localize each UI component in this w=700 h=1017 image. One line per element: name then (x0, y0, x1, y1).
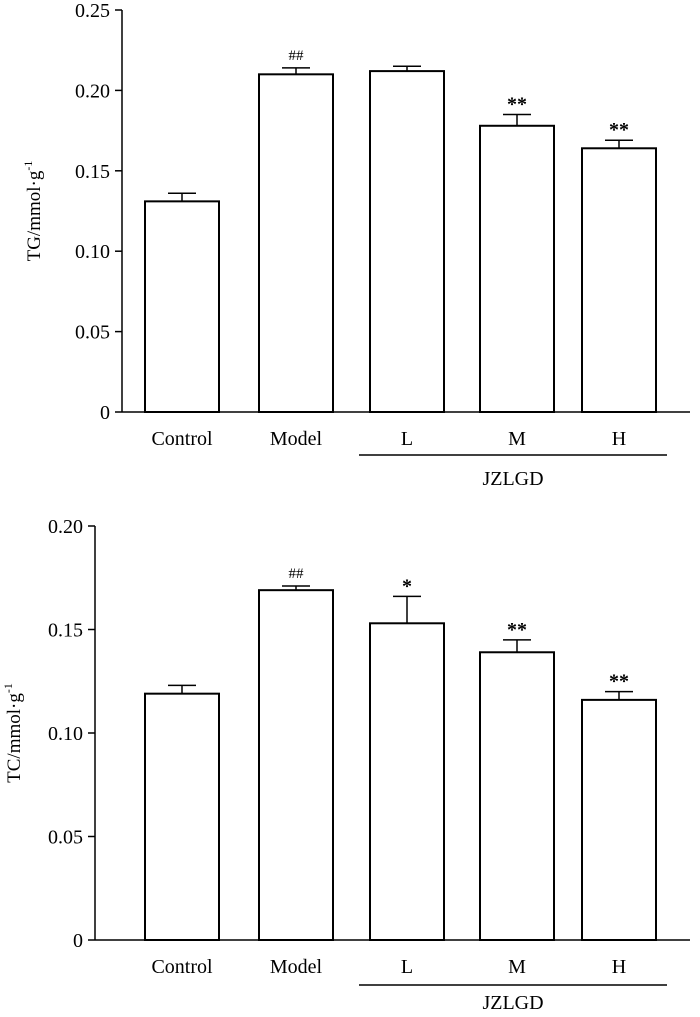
tg-bar-l (369, 70, 445, 413)
tg-y-tick-label: 0.10 (75, 241, 110, 263)
tc-bar-control (144, 692, 220, 941)
tc-category-label: Control (151, 956, 213, 978)
tc-significance-mark: ## (289, 566, 305, 582)
tc-y-tick-label: 0.20 (48, 516, 83, 538)
tg-group-label: JZLGD (482, 468, 543, 490)
tc-bar-m (479, 651, 555, 942)
tc-y-tick-label: 0 (73, 930, 83, 952)
tg-category-label: Control (151, 428, 213, 450)
tg-category-label: L (401, 428, 413, 450)
tg-y-tick-label: 0.25 (75, 0, 110, 22)
tg-bar-h (581, 147, 657, 413)
tg-bar-model (258, 73, 334, 413)
tc-y-tick-label: 0.10 (48, 723, 83, 745)
tg-significance-mark: ## (289, 48, 305, 64)
tg-significance-mark: ** (609, 119, 629, 141)
tc-bar-l (369, 622, 445, 941)
tg-category-label: Model (270, 428, 323, 450)
tc-group-label: JZLGD (482, 992, 543, 1012)
tg-y-tick-label: 0.20 (75, 80, 110, 102)
tg-y-axis-title-text: TG/mmol·g (24, 170, 45, 261)
tg-y-tick-label: 0.15 (75, 161, 110, 183)
tc-y-axis-title: TC/mmol·g-1 (1, 683, 25, 783)
tc-category-label: H (612, 956, 626, 978)
tg-y-axis-title: TG/mmol·g-1 (21, 161, 45, 262)
tc-significance-mark: * (402, 575, 412, 597)
tc-significance-mark: ** (507, 619, 527, 641)
tc-category-label: Model (270, 956, 323, 978)
tc-significance-mark: ** (609, 671, 629, 693)
tc-y-axis-title-text: TC/mmol·g (4, 693, 25, 783)
tg-bar-m (479, 124, 555, 413)
tg-significance-mark: ** (507, 94, 527, 116)
tg-category-label: M (508, 428, 526, 450)
tc-bar-model (258, 589, 334, 941)
tc-y-tick-label: 0.15 (48, 620, 83, 642)
tc-y-tick-label: 0.05 (48, 827, 83, 849)
tg-y-tick-label: 0.05 (75, 322, 110, 344)
tc-y-axis-title-superscript: -1 (1, 683, 15, 693)
tc-category-label: M (508, 956, 526, 978)
tg-chart-panel: 0 0.05 0.10 0.15 0.20 0.25 TG/mmol·g-1 Control #… (21, 0, 690, 490)
tc-category-label: L (401, 956, 413, 978)
tg-y-axis-title-superscript: -1 (21, 161, 35, 171)
tc-bar-h (581, 698, 657, 941)
tg-category-label: H (612, 428, 626, 450)
tg-bar-control (144, 200, 220, 413)
tg-y-tick-label: 0 (100, 402, 110, 424)
tc-chart-panel: 0 0.05 0.10 0.15 0.20 TC/mmol·g-1 Control ## Mod… (1, 516, 690, 1014)
